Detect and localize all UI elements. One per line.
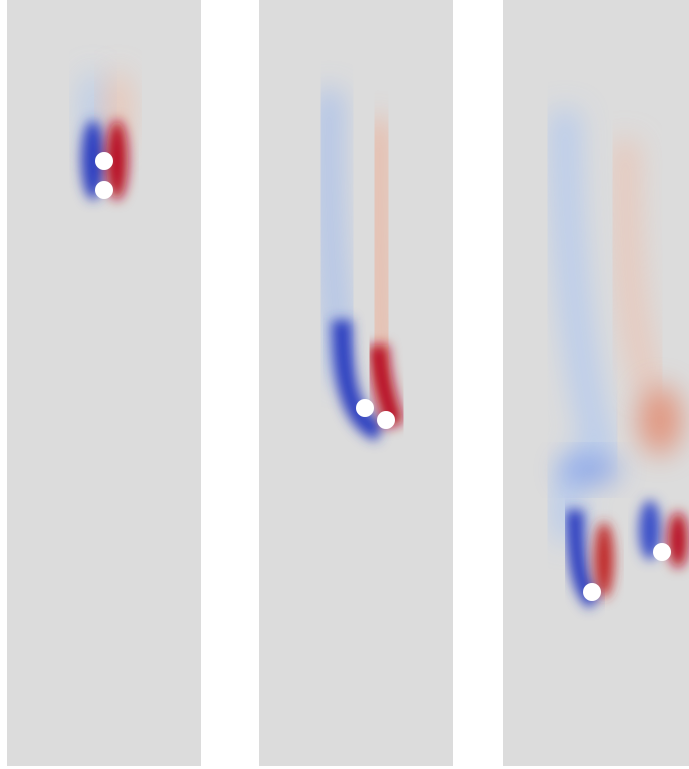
particle	[377, 411, 395, 429]
particle	[356, 399, 374, 417]
red-vortex	[668, 512, 688, 568]
particle	[583, 583, 601, 601]
particle	[653, 543, 671, 561]
page: (() => { const data = JSON.parse(documen…	[0, 0, 689, 769]
blue-blob	[560, 456, 620, 484]
simulation-figure	[0, 0, 689, 769]
particle	[95, 181, 113, 199]
panel	[503, 0, 689, 766]
panel	[259, 0, 453, 766]
red-blob	[638, 385, 682, 455]
particle	[95, 152, 113, 170]
panel	[7, 0, 201, 766]
